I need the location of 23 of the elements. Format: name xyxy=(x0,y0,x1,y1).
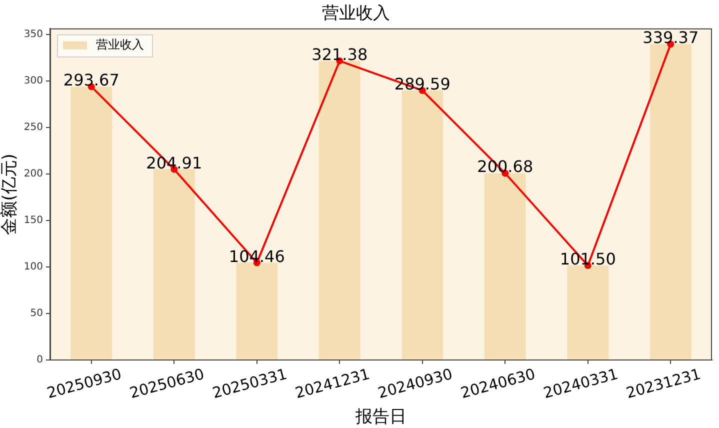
data-label: 293.67 xyxy=(63,70,120,90)
y-tick-label: 100 xyxy=(24,262,43,273)
bar xyxy=(402,90,444,360)
y-tick-label: 0 xyxy=(36,354,43,366)
chart-title: 营业收入 xyxy=(322,4,390,24)
y-tick-label: 350 xyxy=(24,28,43,40)
bar xyxy=(70,86,112,360)
bar xyxy=(650,44,692,360)
y-tick-label: 300 xyxy=(24,75,43,86)
y-axis-title: 金额(亿元) xyxy=(0,154,20,235)
y-tick-label: 200 xyxy=(24,168,43,180)
data-label: 339.37 xyxy=(642,28,699,48)
y-tick-label: 50 xyxy=(30,308,43,320)
y-tick-label: 250 xyxy=(24,122,43,133)
bar xyxy=(153,169,195,360)
x-axis-title: 报告日 xyxy=(354,407,406,428)
bar xyxy=(567,266,609,360)
bar xyxy=(484,173,526,360)
bar xyxy=(318,60,360,360)
y-tick-label: 150 xyxy=(24,214,43,226)
legend-label: 营业收入 xyxy=(96,38,144,52)
data-label: 321.38 xyxy=(312,44,368,64)
bar xyxy=(236,262,278,360)
